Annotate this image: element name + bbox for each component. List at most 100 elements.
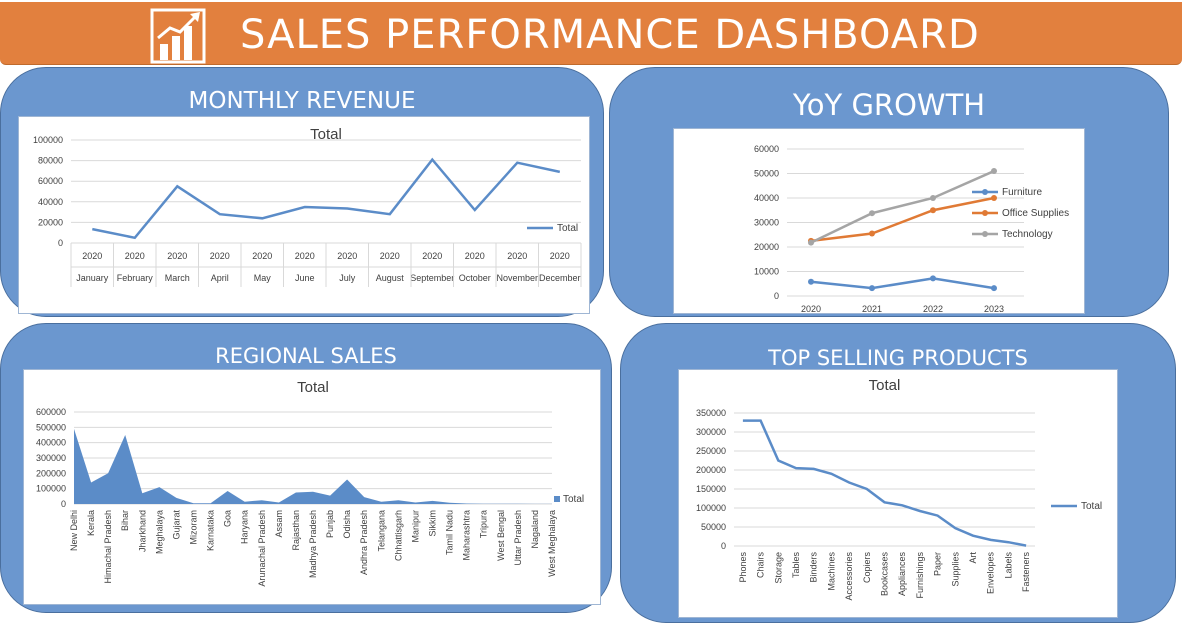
yoy-growth-svg: 0 10000 20000 30000 40000 50000 60000 2020 2021 2… [754,144,1069,314]
series-line-total [742,419,1027,547]
y-tick-label: 60000 [754,144,779,154]
x-tick-label: Madhya Pradesh [308,510,318,578]
y-tick-label: 300000 [696,427,726,437]
x-tick-label: September [410,273,454,283]
x-tick-label: Assam [274,510,284,538]
x-group-label: 2020 [465,251,485,261]
x-tick-label: Kerala [86,510,96,536]
x-tick-label: December [539,273,581,283]
y-tick-label: 100000 [36,484,66,494]
y-tick-label: 500000 [36,422,66,432]
legend-label-total: Total [1081,501,1102,512]
y-tick-label: 20000 [754,242,779,252]
x-tick-label: Arunachal Pradesh [257,510,267,587]
legend-marker-furniture [982,189,988,195]
x-tick-label: 2022 [923,304,943,313]
x-tick-label: Nagaland [530,510,540,549]
regional-sales-svg: Total 0 100000 200000 300000 400000 500000 6000… [36,379,584,587]
x-tick-label: Binders [809,552,819,583]
x-tick-label: Andhra Pradesh [359,510,369,575]
x-tick-label: Phones [738,552,748,583]
x-tick-label: 2020 [801,304,821,313]
x-tick-label: Maharashtra [462,510,472,561]
x-group-label: 2020 [295,251,315,261]
chart-yoy-growth: 0 10000 20000 30000 40000 50000 60000 2020 2021 2… [673,128,1085,314]
x-tick-label: Supplies [950,552,960,587]
y-tick-label: 60000 [38,176,63,186]
x-tick-label: July [339,273,356,283]
x-group-label: 2020 [252,251,272,261]
dashboard-header: SALES PERFORMANCE DASHBOARD [0,2,1182,65]
y-tick-label: 50000 [754,169,779,179]
x-tick-label: Bookcases [880,552,890,597]
x-tick-label: Furnishings [915,552,925,599]
legend-swatch-total [554,496,560,502]
panel-regional-sales: REGIONAL SALES Total 0 100000 200000 300000 4… [0,323,612,613]
panel-title-yoy: YoY GROWTH [792,88,986,122]
y-tick-label: 40000 [754,193,779,203]
x-tick-label: Odisha [342,510,352,539]
panel-title-regional: REGIONAL SALES [215,344,397,368]
x-tick-label: February [117,273,154,283]
x-tick-label: Gujarat [171,510,181,540]
y-tick-label: 200000 [696,465,726,475]
x-tick-label: Karnataka [206,510,216,551]
x-tick-label: Bihar [120,510,130,531]
x-tick-label: Envelopes [986,552,996,595]
y-tick-label: 350000 [696,408,726,418]
panel-title-products: TOP SELLING PRODUCTS [768,346,1028,370]
chart-title: Total [310,126,342,143]
panel-yoy-growth: YoY GROWTH 0 10000 20000 30000 40000 50000 600… [609,67,1169,317]
x-group-label: 2020 [125,251,145,261]
panel-title-monthly: MONTHLY REVENUE [188,88,416,114]
x-tick-label: Jharkhand [137,510,147,552]
legend-label-furniture: Furniture [1002,187,1042,198]
x-group-label: 2020 [507,251,527,261]
chart-monthly-revenue: Total 0 20000 40000 60000 80000 100000 January F… [18,116,590,314]
y-tick-label: 400000 [36,438,66,448]
data-point-office-supplies [869,230,875,237]
x-tick-label: West Bengal [496,510,506,561]
y-tick-label: 0 [721,541,726,551]
legend-marker-office-supplies [982,210,988,216]
x-tick-label: Tamil Nadu [445,510,455,555]
x-tick-label: Tables [791,552,801,579]
data-point-technology [808,239,814,246]
y-tick-label: 0 [58,238,63,248]
bar-chart-growth-icon [150,8,206,64]
panel-top-products: TOP SELLING PRODUCTS Total 0 50000 100000 15… [620,323,1176,623]
chart-title: Total [297,379,329,396]
data-point-furniture [869,285,875,292]
x-group-label: 2020 [422,251,442,261]
x-tick-label: Chairs [756,552,766,579]
legend-marker-technology [982,231,988,237]
panel-monthly-revenue: MONTHLY REVENUE Total 0 20000 40000 60000 800… [0,67,604,317]
x-tick-label: Sikkim [428,510,438,537]
x-tick-label: March [165,273,190,283]
data-point-technology [991,168,997,175]
x-tick-label: April [211,273,229,283]
x-group-label: 2020 [380,251,400,261]
legend-label-total: Total [563,494,584,505]
monthly-revenue-svg: Total 0 20000 40000 60000 80000 100000 January F… [33,126,582,287]
x-tick-label: August [376,273,405,283]
y-tick-label: 200000 [36,468,66,478]
x-tick-label: Appliances [897,552,907,597]
y-tick-label: 80000 [38,156,63,166]
series-line-furniture [810,277,995,290]
x-tick-label: Chhattisgarh [393,510,403,561]
series-line-total [92,157,561,240]
data-point-office-supplies [930,207,936,214]
x-tick-label: Punjab [325,510,335,538]
x-tick-label: Mizoram [189,510,199,545]
chart-regional-sales: Total 0 100000 200000 300000 400000 500000 6000… [23,369,601,605]
y-tick-label: 10000 [754,267,779,277]
x-tick-label: Copiers [862,552,872,584]
y-tick-label: 100000 [33,135,63,145]
x-group-label: 2020 [550,251,570,261]
data-point-furniture [808,278,814,285]
x-tick-label: Goa [223,510,233,527]
legend-label-office-supplies: Office Supplies [1002,208,1069,219]
x-tick-label: June [295,273,315,283]
x-tick-label: Uttar Pradesh [513,510,523,566]
